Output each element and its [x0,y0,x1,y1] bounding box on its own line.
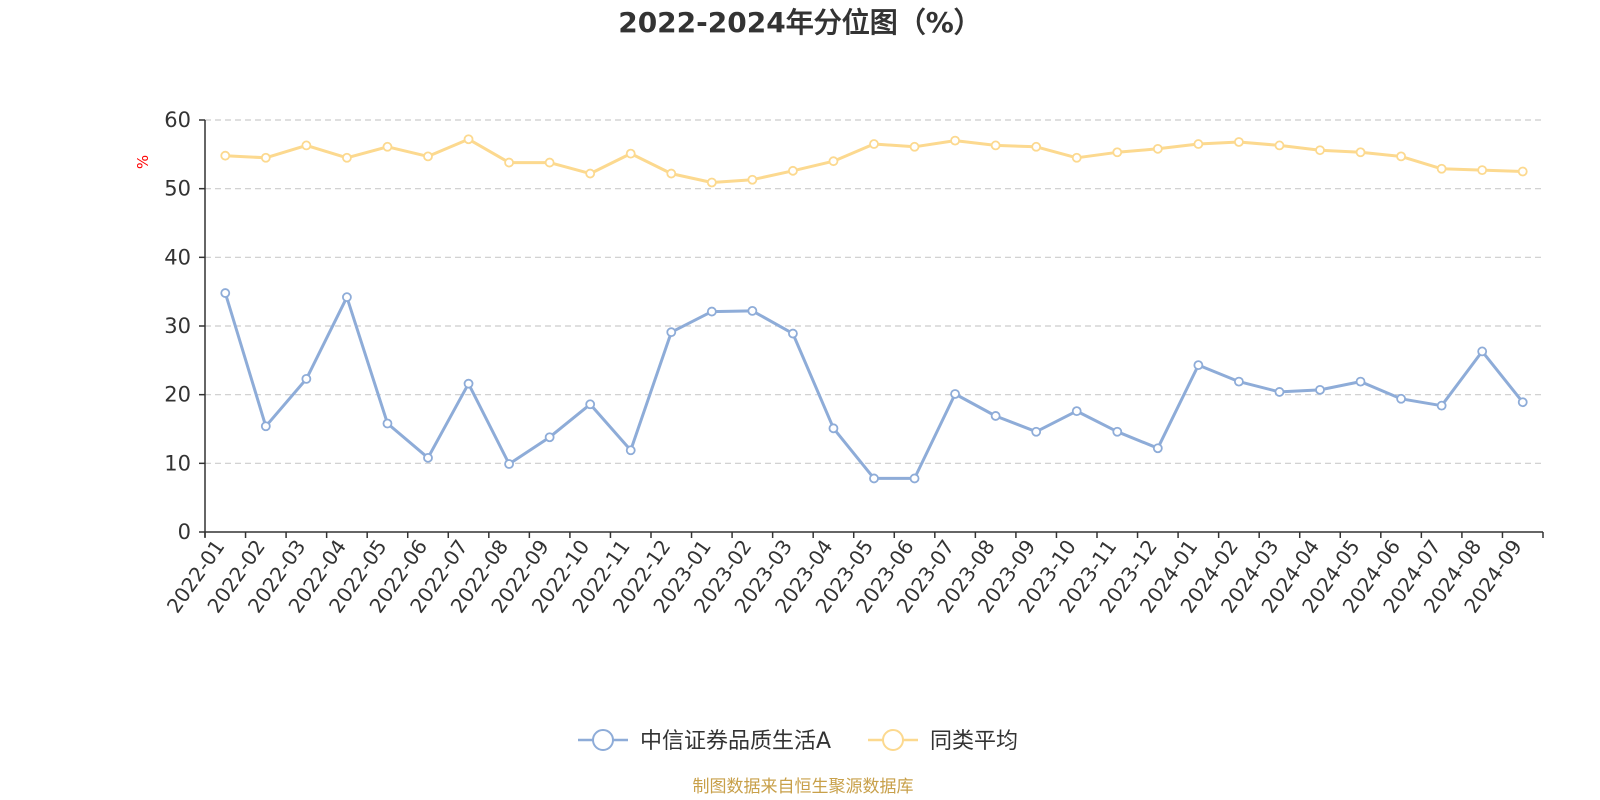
data-point[interactable] [1477,165,1488,176]
data-point[interactable] [423,151,433,162]
data-point[interactable] [342,292,352,303]
axes [199,119,1544,538]
data-point[interactable] [625,445,636,456]
y-tick-label: 0 [178,520,191,544]
data-point[interactable] [1112,147,1123,158]
data-point[interactable] [666,327,677,338]
series-1 [220,134,1528,188]
data-point[interactable] [463,134,474,145]
data-point[interactable] [1477,346,1488,357]
legend-item-0[interactable]: 中信证券品质生活A [578,729,831,754]
legend-item-0-marker [592,729,614,751]
data-point[interactable] [1193,139,1204,149]
data-point[interactable] [1071,152,1082,163]
data-point[interactable] [423,452,433,463]
data-point[interactable] [1031,141,1042,152]
data-point[interactable] [1355,376,1366,387]
chart-title: 2022-2024年分位图（%） [618,6,982,39]
source-note: 制图数据来自恒生聚源数据库 [693,777,914,797]
data-point[interactable] [788,328,798,339]
data-point[interactable] [1436,163,1447,174]
data-point[interactable] [301,373,312,384]
data-point[interactable] [788,165,798,176]
grid-lines [205,119,1543,464]
data-point[interactable] [220,150,231,161]
data-point[interactable] [1071,406,1082,417]
data-point[interactable] [1274,140,1285,151]
data-point[interactable] [1112,426,1123,437]
data-point[interactable] [1152,143,1163,154]
data-point[interactable] [382,141,393,152]
data-point[interactable] [1315,384,1325,395]
data-point[interactable] [1274,387,1285,397]
data-point[interactable] [463,378,474,389]
data-point[interactable] [706,306,717,317]
data-point[interactable] [950,389,960,399]
data-point[interactable] [909,141,920,152]
data-point[interactable] [869,139,879,149]
legend-item-1-marker [882,729,904,751]
data-point[interactable] [909,473,920,484]
y-tick-label: 20 [164,383,191,407]
x-tick-labels: 2022-012022-022022-032022-042022-052022-… [162,535,1527,617]
data-point[interactable] [1234,376,1244,387]
data-point[interactable] [625,148,636,159]
data-point[interactable] [747,305,758,316]
data-point[interactable] [1193,360,1204,371]
data-point[interactable] [1517,397,1528,408]
data-point[interactable] [1234,137,1244,147]
data-point[interactable] [1396,393,1406,404]
data-point[interactable] [666,168,677,179]
data-point[interactable] [828,156,839,167]
series-lines [220,134,1528,484]
y-tick-label: 10 [164,451,191,475]
data-point[interactable] [828,423,839,434]
data-point[interactable] [260,421,271,432]
legend-item-1-label: 同类平均 [930,729,1018,754]
data-point[interactable] [504,459,514,469]
data-point[interactable] [382,418,393,429]
data-point[interactable] [1436,400,1447,411]
data-point[interactable] [544,432,555,443]
data-point[interactable] [1355,147,1366,158]
data-point[interactable] [504,157,514,168]
legend-item-0-label: 中信证券品质生活A [640,729,831,754]
data-point[interactable] [950,135,960,146]
data-point[interactable] [585,168,596,179]
y-tick-label: 50 [164,177,191,201]
data-point[interactable] [260,152,271,163]
y-axis-label: % [134,155,152,169]
series-0 [220,288,1528,484]
data-point[interactable] [585,399,596,410]
data-point[interactable] [1517,166,1528,177]
data-point[interactable] [1152,443,1163,454]
data-point[interactable] [869,473,879,484]
y-tick-label: 40 [164,245,191,269]
y-tick-label: 30 [164,314,191,338]
legend: 中信证券品质生活A 同类平均 [578,729,1018,754]
data-point[interactable] [990,140,1001,151]
data-point[interactable] [342,152,352,163]
data-point[interactable] [301,140,312,151]
data-point[interactable] [544,157,555,168]
data-point[interactable] [1031,426,1042,437]
data-point[interactable] [747,174,758,185]
data-point[interactable] [706,177,717,188]
data-point[interactable] [1315,145,1325,156]
y-tick-label: 60 [164,108,191,132]
series-line [223,291,1525,480]
legend-item-1[interactable]: 同类平均 [868,729,1018,754]
data-point[interactable] [990,411,1001,421]
y-tick-labels: 0 10 20 30 40 50 60 [164,108,191,544]
data-point[interactable] [220,288,231,298]
data-point[interactable] [1396,151,1406,162]
